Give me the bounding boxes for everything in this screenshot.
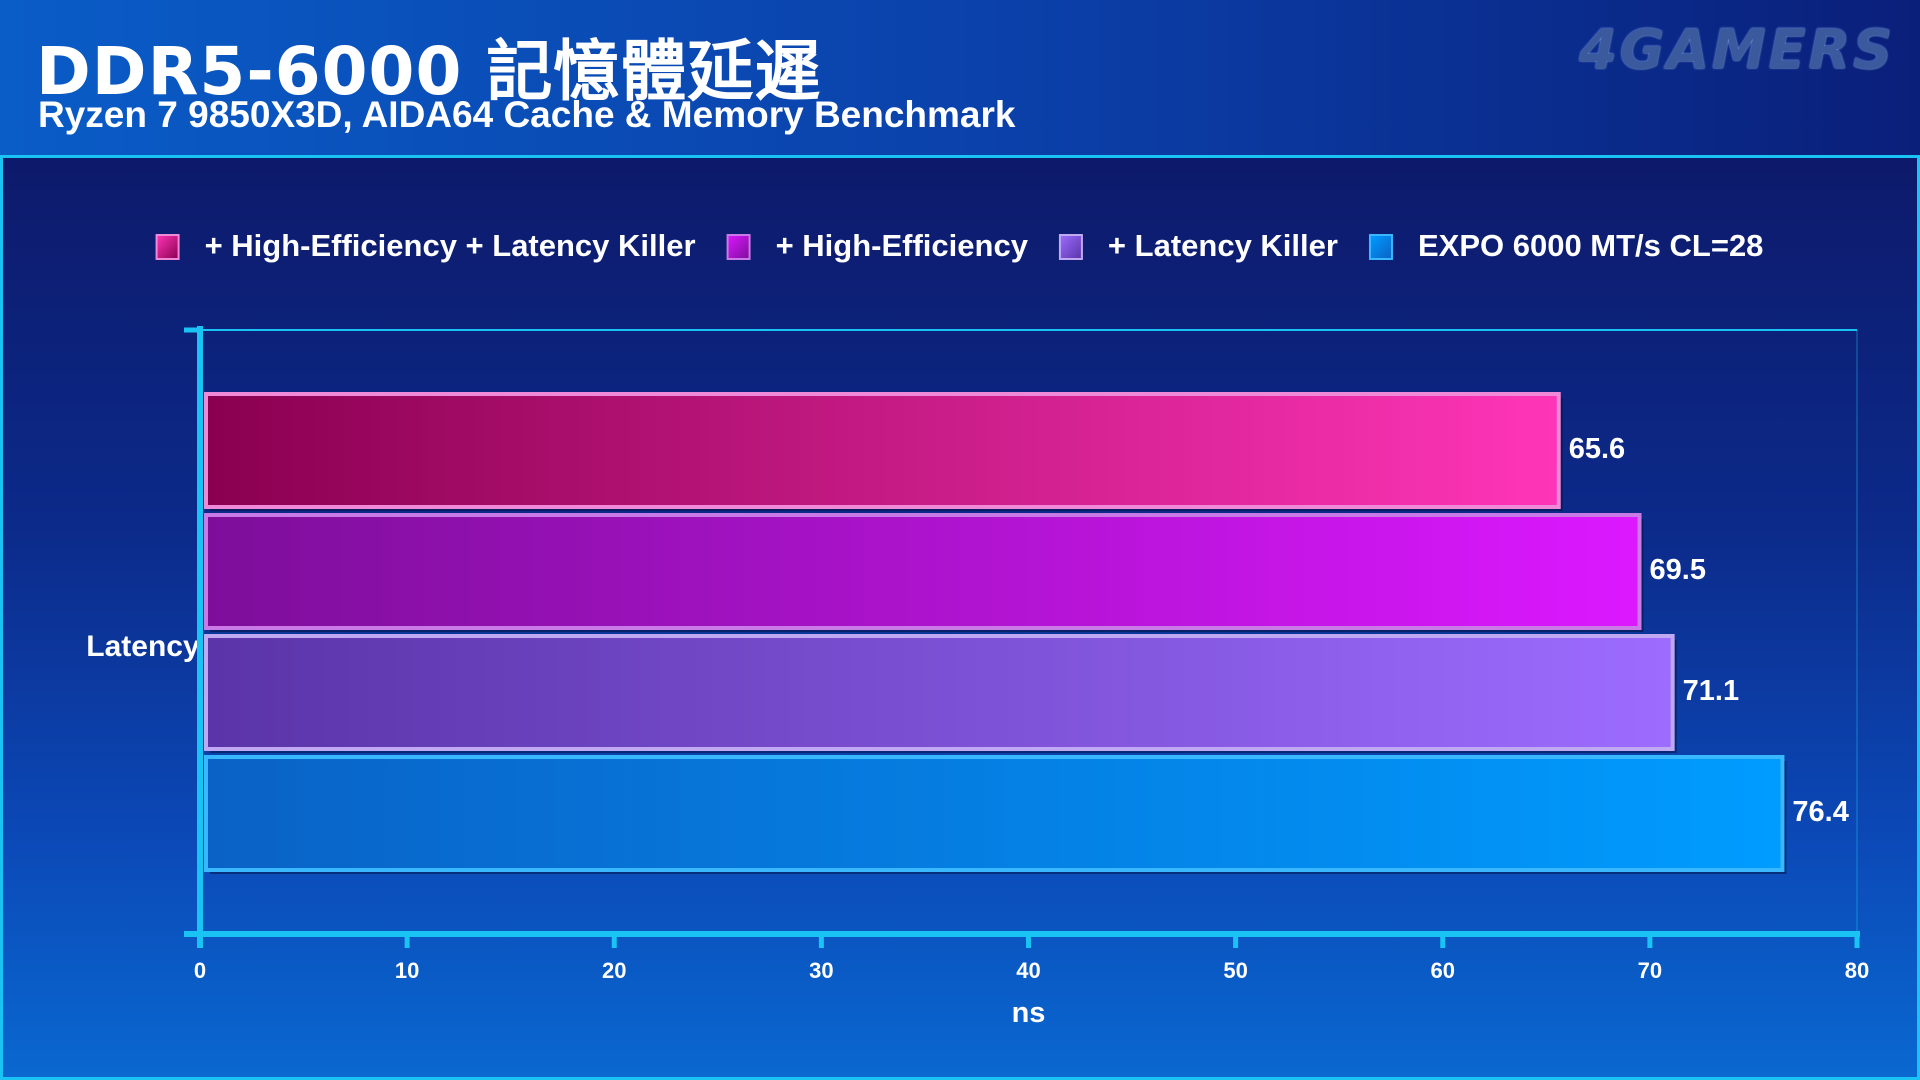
data-label: 71.1 <box>1683 675 1739 707</box>
legend-label: + High-Efficiency + Latency Killer <box>205 228 696 263</box>
x-axis-title: ns <box>1012 997 1046 1029</box>
x-tick-label: 80 <box>1845 958 1869 983</box>
chart-header: DDR5-6000 記憶體延遲 Ryzen 7 9850X3D, AIDA64 … <box>0 0 1920 155</box>
legend-item: + Latency Killer <box>1058 228 1338 263</box>
x-tick-label: 0 <box>194 958 206 983</box>
chart-panel: + High-Efficiency + Latency Killer + High… <box>0 155 1920 1080</box>
x-tick-label: 10 <box>395 958 419 983</box>
legend-swatch <box>726 234 751 260</box>
legend-label: + High-Efficiency <box>776 228 1029 263</box>
data-label: 76.4 <box>1792 796 1848 828</box>
category-label: Latency <box>86 630 200 663</box>
brand-logo: 4GAMERS <box>1579 18 1895 81</box>
bar-chart: + High-Efficiency + Latency Killer + High… <box>86 228 1869 1029</box>
x-tick-label: 30 <box>809 958 833 983</box>
legend-item: EXPO 6000 MT/s CL=28 <box>1368 228 1763 263</box>
bar <box>204 513 1642 630</box>
chart-title: DDR5-6000 記憶體延遲 <box>36 33 822 110</box>
x-tick-label: 70 <box>1638 958 1662 983</box>
chart-subtitle: Ryzen 7 9850X3D, AIDA64 Cache & Memory B… <box>38 94 1016 135</box>
x-tick-label: 60 <box>1431 958 1455 983</box>
legend-label: EXPO 6000 MT/s CL=28 <box>1418 228 1763 263</box>
legend: + High-Efficiency + Latency Killer + High… <box>155 228 1763 263</box>
legend-item: + High-Efficiency <box>726 228 1029 263</box>
data-label: 69.5 <box>1650 554 1706 586</box>
data-label: 65.6 <box>1569 433 1625 465</box>
legend-label: + Latency Killer <box>1108 228 1338 263</box>
x-tick-label: 20 <box>602 958 626 983</box>
legend-item: + High-Efficiency + Latency Killer <box>155 228 696 263</box>
bar <box>204 392 1561 509</box>
legend-swatch <box>155 234 180 260</box>
legend-swatch <box>1368 234 1393 260</box>
bar <box>204 755 1785 872</box>
plot-area: 65.6 69.5 71.1 76.4 Latency 0 10 20 30 40 50 60 70 80… <box>86 326 1869 1029</box>
x-tick-label: 40 <box>1016 958 1040 983</box>
bar <box>204 634 1675 751</box>
legend-swatch <box>1058 234 1083 260</box>
x-tick-label: 50 <box>1223 958 1247 983</box>
